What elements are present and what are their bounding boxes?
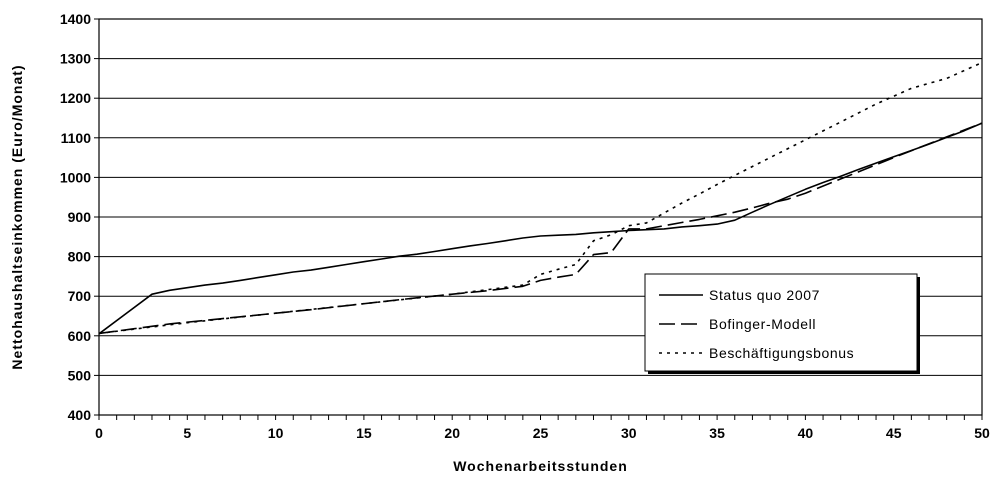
y-tick-label: 500 [68,367,92,383]
x-tick-label: 45 [886,425,902,441]
series-lines [98,61,983,335]
x-tick-label: 10 [268,425,284,441]
y-tick-label: 1100 [61,130,92,146]
series-line-3 [98,61,983,335]
x-tick-label: 50 [974,425,990,441]
legend-label-2: Bofinger-Modell [709,316,816,332]
y-tick-label: 1200 [60,90,91,106]
axes: 400 500 600 700 800 900 1000 1100 1200 1300 1400 0 5… [60,11,990,441]
x-tick-label: 40 [798,425,814,441]
legend-box [644,273,918,372]
y-tick-label: 1000 [60,169,91,185]
x-tick-label: 20 [444,425,460,441]
legend-label-1: Status quo 2007 [709,287,820,303]
y-tick-label: 700 [68,288,92,304]
x-tick-label: 30 [621,425,637,441]
y-tick-label: 800 [68,249,92,265]
y-tick-label: 900 [68,209,92,225]
legend: Status quo 2007 Bofinger-Modell Beschäftig… [644,273,920,374]
y-tick-label: 400 [68,407,92,423]
grid-lines [99,58,982,376]
y-tick-label: 600 [68,328,92,344]
legend-label-3: Beschäftigungsbonus [709,345,854,361]
x-tick-label: 0 [95,425,103,441]
x-tick-label: 15 [356,425,372,441]
x-tick-label: 35 [709,425,725,441]
x-tick-label: 5 [183,425,191,441]
y-axis-title: Nettohaushaltseinkommen (Euro/Monat) [9,64,25,369]
series-line-1 [98,122,983,335]
x-axis-title: Wochenarbeitsstunden [453,458,628,474]
y-tick-label: 1400 [60,11,91,27]
y-tick-label: 1300 [60,51,91,67]
x-tick-label: 25 [533,425,549,441]
